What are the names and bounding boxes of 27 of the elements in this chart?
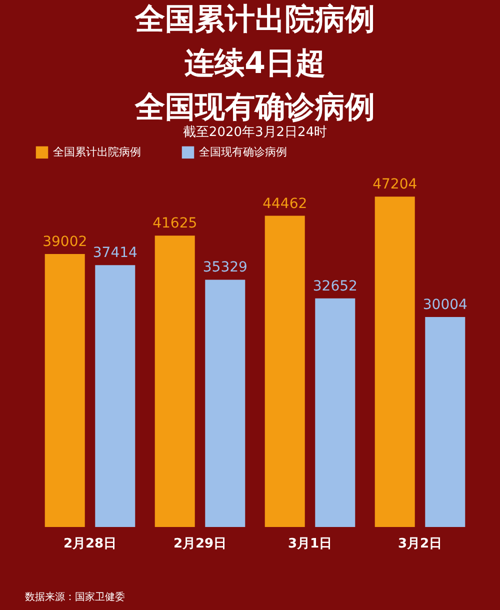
bar [315,298,356,527]
bar [205,280,246,527]
bar [374,196,415,527]
bar [44,254,85,527]
text: 连续4日超 [184,46,326,81]
data-label: 44462 [262,196,308,212]
bar [425,316,466,527]
data-label: 35329 [202,260,248,276]
bar [95,265,136,527]
data-label: 30004 [422,296,468,313]
chart-title: 全国累计出院病例 [134,2,375,37]
x-tick-label: 2月29日 [173,536,227,552]
source-note: 数据来源：国家卫健委 [25,591,125,603]
legend-label: 全国现有确诊病例 [199,145,287,158]
bar [154,236,195,527]
data-label: 47204 [372,176,418,193]
x-tick-label: 3月1日 [288,536,332,552]
text: 全国现有确诊病例 [134,90,375,125]
bar [264,216,305,527]
x-tick-label: 2月28日 [63,536,117,552]
data-label: 37414 [92,245,138,262]
x-tick-label: 3月2日 [398,536,442,552]
legend-label: 全国累计出院病例 [53,145,141,158]
data-label: 41625 [152,216,198,232]
data-label: 32652 [312,278,358,294]
chart-subtitle: 截至2020年3月2日24时 [182,125,328,140]
data-label: 39002 [42,234,88,250]
